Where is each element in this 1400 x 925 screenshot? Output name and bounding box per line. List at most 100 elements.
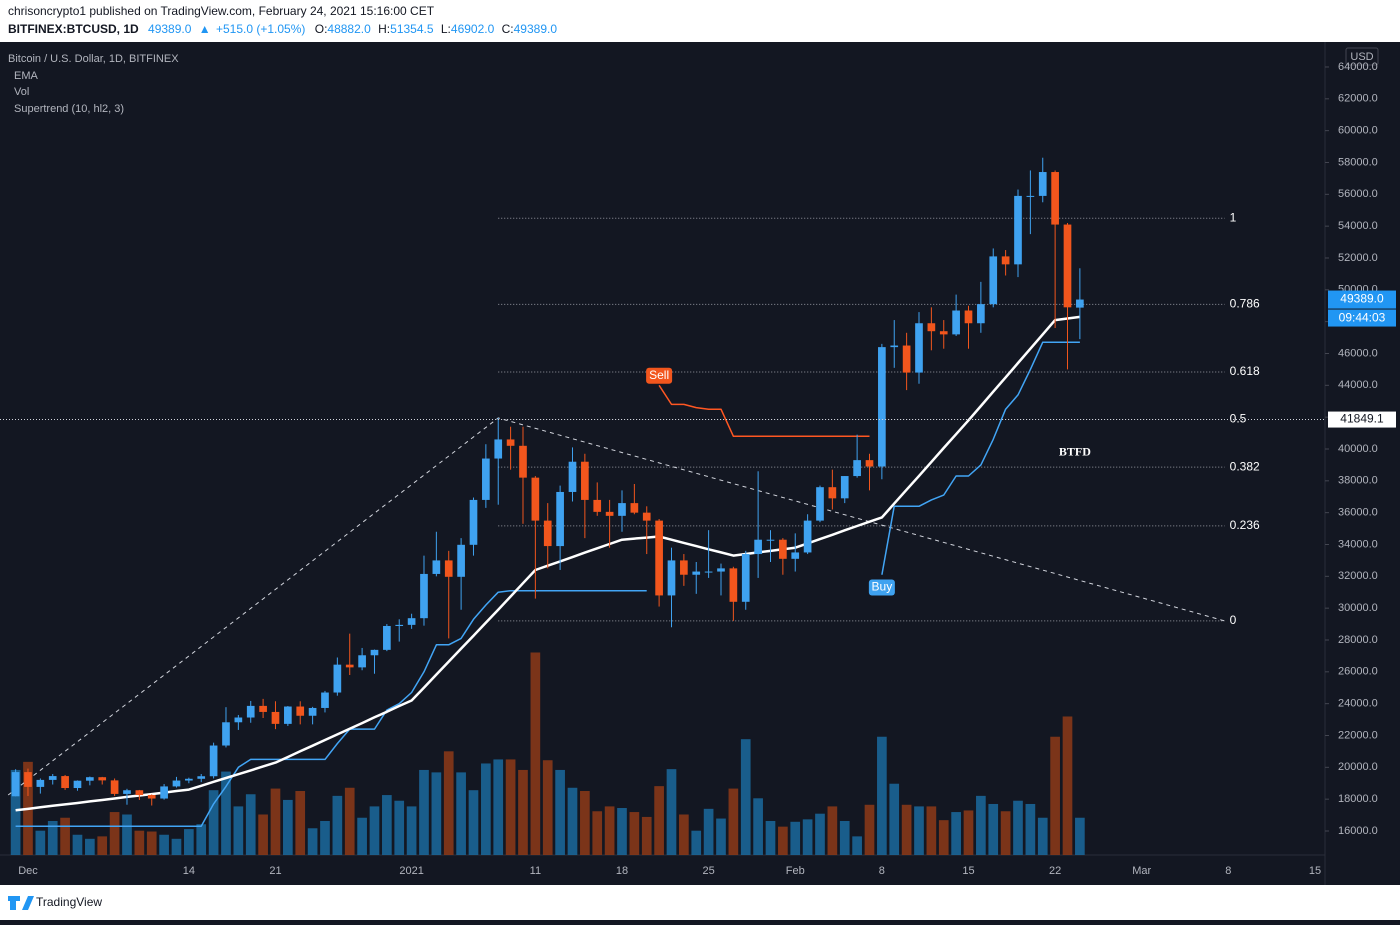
candle-body [915, 323, 923, 373]
candle-body [444, 560, 453, 577]
change-arrow: ▲ [199, 22, 211, 36]
volume-bar [877, 736, 887, 855]
candle-body [531, 477, 540, 521]
legend-entry: Vol [14, 86, 29, 98]
volume-bar [679, 814, 689, 855]
x-tick-label: 25 [702, 865, 714, 877]
candle-body [24, 772, 32, 787]
volume-bar [295, 791, 306, 855]
candle-body [197, 776, 206, 779]
fib-label: 0.618 [1230, 364, 1260, 378]
candle-body [692, 571, 701, 575]
volume-bar [703, 808, 714, 855]
volume-bar [592, 811, 603, 855]
candle-body [939, 331, 948, 335]
volume-bar [85, 838, 95, 855]
volume-bar [864, 804, 875, 855]
crosshair-label: 41849.1 [1340, 412, 1384, 426]
volume-bar [914, 806, 924, 855]
volume-bar [542, 760, 553, 855]
volume-bar [802, 819, 813, 855]
plot: Dec 14 21 2021 11 18 25 Feb 8 15 22 Mar 8 15 1 0.786 0.6… [0, 66, 1329, 877]
volume-bar [1062, 716, 1073, 855]
volume-bar [258, 814, 268, 855]
volume-bar [765, 820, 776, 855]
candle-body [840, 476, 849, 499]
candle-body [1026, 195, 1035, 197]
volume-bar [122, 814, 132, 855]
y-tick-label: 46000.0 [1338, 347, 1378, 359]
candle-body [246, 705, 255, 718]
candle-body [828, 487, 837, 499]
candle-body [556, 491, 564, 547]
supertrend-up [15, 341, 1080, 827]
candle-body [284, 706, 292, 724]
candle-body [61, 776, 69, 789]
candle-body [308, 707, 317, 716]
candle-body [209, 745, 218, 777]
candle-body [1014, 195, 1022, 265]
volume-bar [827, 806, 838, 855]
candle-body [902, 345, 911, 373]
y-tick-label: 44000.0 [1338, 379, 1378, 391]
volume-bar [109, 812, 120, 855]
candle-body [779, 539, 787, 559]
candle-body [605, 511, 614, 516]
y-tick-label: 30000.0 [1338, 602, 1378, 614]
signal-label: Buy [872, 580, 893, 594]
y-tick-label: 28000.0 [1338, 634, 1378, 646]
y-tick-label: 36000.0 [1338, 507, 1378, 519]
volume-bar [419, 769, 429, 855]
x-tick-label: 2021 [399, 865, 423, 877]
volume-bar [456, 772, 466, 855]
volume-bar [666, 769, 677, 855]
candle-body [135, 790, 144, 796]
volume-bar [47, 820, 58, 855]
ohlc-key: H: [378, 22, 390, 36]
volume-bar [270, 788, 281, 855]
volume-bar [406, 806, 417, 855]
candle-body [890, 345, 899, 348]
candle-body [865, 460, 874, 467]
candle-body [741, 554, 750, 602]
candle-body [977, 304, 985, 324]
volume-bar [320, 820, 330, 855]
volume-bar [60, 817, 70, 855]
x-tick-label: 22 [1049, 865, 1061, 877]
candle-body [667, 560, 676, 596]
y-tick-label: 22000.0 [1338, 729, 1378, 741]
volume-bar [901, 804, 912, 855]
candle-body [185, 778, 193, 781]
countdown-box [1328, 309, 1396, 327]
y-tick-label: 16000.0 [1338, 825, 1378, 837]
candle-body [345, 664, 354, 668]
y-tick-label: 54000.0 [1338, 220, 1378, 232]
volume-bar [555, 769, 565, 855]
candle-body [1038, 172, 1047, 196]
volume-bar [431, 772, 442, 855]
logo [8, 896, 34, 910]
volume-bar [654, 786, 664, 855]
volume-bar [629, 812, 640, 855]
candle-body [952, 310, 960, 335]
ohlc-value: 49389.0 [514, 22, 558, 36]
volume-bar [518, 769, 528, 855]
y-tick-label: 38000.0 [1338, 475, 1378, 487]
volume-bar [35, 830, 46, 855]
candle-body [48, 776, 57, 780]
volume-bar [839, 820, 850, 855]
candle-body [358, 655, 366, 668]
header-bar [0, 0, 1400, 42]
candle-body [791, 552, 800, 559]
volume-bar [369, 806, 380, 855]
volume-bar [1037, 817, 1048, 855]
volume-bar [641, 816, 652, 855]
volume-bar [146, 831, 157, 855]
ohlc-value: 51354.5 [390, 22, 434, 36]
volume-bar [493, 759, 504, 855]
volume-bar [815, 813, 825, 855]
candle-body [11, 772, 20, 797]
candle-body [1001, 256, 1010, 265]
candle-body [878, 347, 886, 467]
